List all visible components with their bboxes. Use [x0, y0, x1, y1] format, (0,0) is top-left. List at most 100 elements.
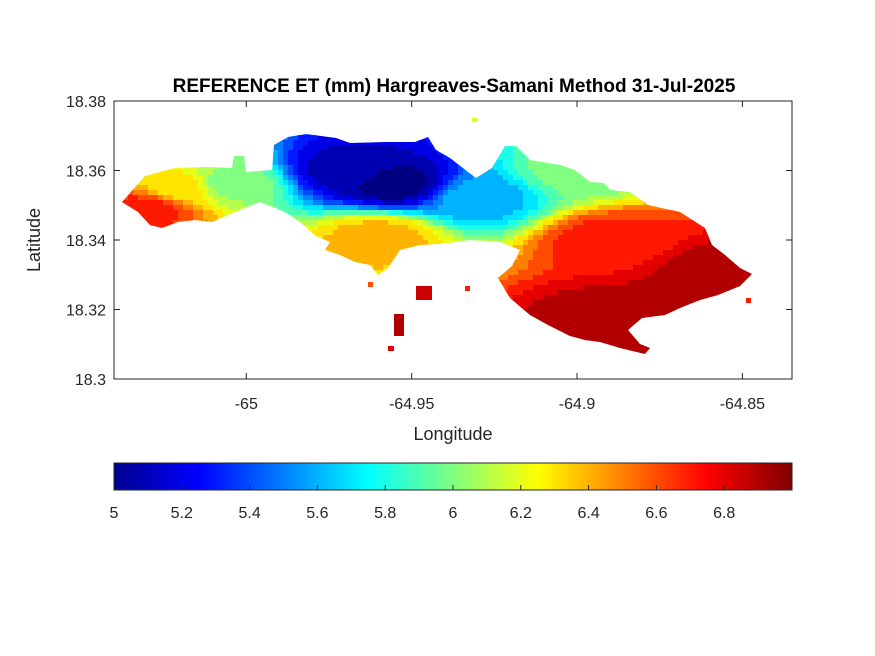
heatmap-cell: [603, 350, 609, 354]
heatmap-cell: [373, 265, 379, 271]
heatmap-cell: [178, 345, 184, 351]
heatmap-cell: [623, 205, 629, 211]
heatmap-cell: [648, 195, 654, 201]
heatmap-cell: [498, 325, 504, 331]
heatmap-cell: [588, 165, 594, 171]
heatmap-cell: [433, 350, 439, 354]
heatmap-cell: [313, 245, 319, 251]
heatmap-cell: [598, 350, 604, 354]
heatmap-cell: [448, 300, 454, 306]
heatmap-cell: [498, 320, 504, 326]
heatmap-cell: [548, 260, 554, 266]
heatmap-cell: [618, 135, 624, 141]
heatmap-cell: [508, 345, 514, 351]
heatmap-cell: [193, 230, 199, 236]
heatmap-cell: [143, 260, 149, 266]
heatmap-cell: [183, 275, 189, 281]
heatmap-cell: [548, 320, 554, 326]
heatmap-cell: [178, 325, 184, 331]
heatmap-cell: [178, 255, 184, 261]
heatmap-cell: [198, 245, 204, 251]
heatmap-cell: [368, 195, 374, 201]
heatmap-cell: [178, 355, 184, 361]
heatmap-cell: [213, 240, 219, 246]
heatmap-cell: [568, 205, 574, 211]
heatmap-cell: [628, 155, 634, 161]
heatmap-cell: [143, 335, 149, 341]
heatmap-cell: [243, 310, 249, 316]
heatmap-cell: [578, 225, 584, 231]
heatmap-cell: [173, 145, 179, 151]
heatmap-cell: [188, 210, 194, 216]
heatmap-cell: [623, 235, 629, 241]
heatmap-cell: [298, 230, 304, 236]
heatmap-cell: [363, 235, 369, 241]
heatmap-cell: [188, 134, 194, 136]
heatmap-cell: [448, 320, 454, 326]
heatmap-cell: [638, 310, 644, 316]
heatmap-cell: [583, 290, 589, 296]
heatmap-cell: [173, 220, 179, 226]
heatmap-cell: [383, 225, 389, 231]
heatmap-cell: [418, 150, 424, 156]
heatmap-cell: [318, 240, 324, 246]
heatmap-cell: [173, 305, 179, 311]
heatmap-cell: [223, 255, 229, 261]
heatmap-cell: [598, 255, 604, 261]
heatmap-cell: [428, 260, 434, 266]
heatmap-cell: [168, 195, 174, 201]
heatmap-cell: [613, 140, 619, 146]
heatmap-cell: [398, 190, 404, 196]
heatmap-cell: [123, 155, 129, 161]
heatmap-cell: [328, 195, 334, 201]
heatmap-cell: [543, 175, 549, 181]
heatmap-cell: [433, 200, 439, 206]
heatmap-cell: [588, 220, 594, 226]
heatmap-cell: [138, 240, 144, 246]
heatmap-cell: [613, 135, 619, 141]
heatmap-cell: [303, 345, 309, 351]
heatmap-cell: [503, 135, 509, 141]
heatmap-cell: [213, 210, 219, 216]
heatmap-cell: [173, 335, 179, 341]
heatmap-cell: [453, 315, 459, 321]
heatmap-cell: [133, 315, 139, 321]
heatmap-cell: [178, 205, 184, 211]
heatmap-cell: [473, 255, 479, 261]
heatmap-cell: [398, 230, 404, 236]
heatmap-cell: [428, 135, 434, 141]
heatmap-cell: [188, 195, 194, 201]
heatmap-cell: [243, 300, 249, 306]
heatmap-cell: [478, 280, 484, 286]
heatmap-cell: [488, 275, 494, 281]
heatmap-cell: [458, 250, 464, 256]
heatmap-cell: [313, 340, 319, 346]
heatmap-cell: [183, 240, 189, 246]
heatmap-cell: [558, 355, 564, 361]
heatmap-cell: [588, 134, 594, 136]
heatmap-cell: [188, 325, 194, 331]
heatmap-cell: [343, 260, 349, 266]
heatmap-cell: [603, 235, 609, 241]
heatmap-cell: [233, 230, 239, 236]
heatmap-cell: [598, 200, 604, 206]
heatmap-cell: [623, 320, 629, 326]
heatmap-cell: [203, 290, 209, 296]
heatmap-cell: [488, 195, 494, 201]
heatmap-cell: [503, 200, 509, 206]
heatmap-cell: [418, 235, 424, 241]
heatmap-cell: [588, 185, 594, 191]
heatmap-cell: [408, 160, 414, 166]
heatmap-cell: [173, 230, 179, 236]
heatmap-cell: [588, 295, 594, 301]
heatmap-cell: [448, 135, 454, 141]
heatmap-cell: [343, 160, 349, 166]
heatmap-cell: [358, 134, 364, 136]
heatmap-cell: [553, 250, 559, 256]
heatmap-cell: [648, 350, 654, 354]
heatmap-cell: [468, 150, 474, 156]
heatmap-cell: [293, 235, 299, 241]
heatmap-cell: [238, 240, 244, 246]
heatmap-cell: [183, 150, 189, 156]
heatmap-cell: [658, 160, 664, 166]
